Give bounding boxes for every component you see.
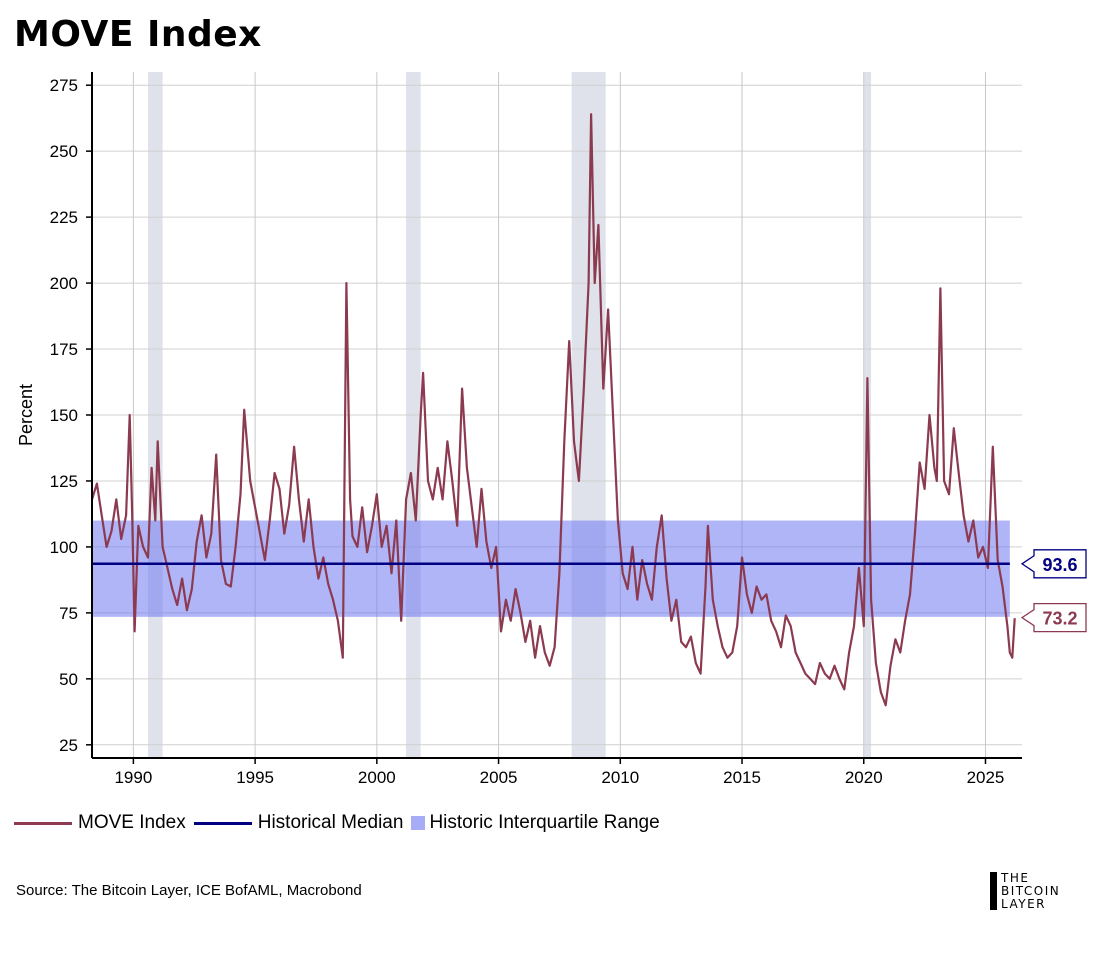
legend-swatch-interquartile-range <box>411 816 426 830</box>
legend-item-move-index: MOVE Index <box>14 812 186 834</box>
logo-text: THE BITCOIN LAYER <box>1001 872 1060 911</box>
y-tick-label-275: 275 <box>50 76 78 95</box>
x-tick-label-2010: 2010 <box>601 768 639 787</box>
y-tick-label-100: 100 <box>50 538 78 557</box>
legend-swatch-historical-median <box>193 821 252 825</box>
bitcoin-layer-logo: THE BITCOIN LAYER <box>990 872 1060 911</box>
latest-callout-label: 73.2 <box>1042 609 1077 629</box>
logo-line-3: LAYER <box>1001 897 1046 911</box>
move-index-chart: 25 50 75 100 125 150 175 200 225 250 275 1990 1995 20… <box>16 72 1087 787</box>
logo-line-1: THE <box>1001 871 1030 885</box>
x-tick-label-2025: 2025 <box>967 768 1005 787</box>
legend-label-move-index: MOVE Index <box>78 812 186 833</box>
y-tick-label-250: 250 <box>50 142 78 161</box>
median-callout-box <box>1020 549 1087 579</box>
legend-item-historical-median: Historical Median <box>193 812 404 834</box>
legend-label-historical-median: Historical Median <box>257 812 404 833</box>
x-tick-label-1990: 1990 <box>114 768 152 787</box>
chart-title: MOVE Index <box>14 14 262 55</box>
y-axis-label: Percent <box>16 384 36 446</box>
y-tick-label-150: 150 <box>50 406 78 425</box>
x-tick-label-2020: 2020 <box>845 768 883 787</box>
x-tick-label-2015: 2015 <box>723 768 761 787</box>
x-tick-label-1995: 1995 <box>236 768 274 787</box>
logo-line-2: BITCOIN <box>1001 884 1061 898</box>
x-tick-label-2005: 2005 <box>480 768 518 787</box>
y-tick-label-25: 25 <box>59 736 78 755</box>
median-callout-label: 93.6 <box>1042 555 1077 575</box>
x-tick-label-2000: 2000 <box>358 768 396 787</box>
latest-callout-box <box>1020 602 1087 633</box>
y-tick-label-175: 175 <box>50 340 78 359</box>
legend-swatch-move-index <box>14 821 72 825</box>
legend-label-interquartile-range: Historic Interquartile Range <box>429 812 660 833</box>
logo-bar <box>990 872 997 910</box>
move-index-line <box>90 113 1016 707</box>
y-tick-label-75: 75 <box>59 604 78 623</box>
y-tick-label-125: 125 <box>50 472 78 491</box>
source-note: Source: The Bitcoin Layer, ICE BofAML, M… <box>16 882 362 899</box>
chart-legend: MOVE Index Historical Median Historic In… <box>14 812 668 834</box>
y-tick-label-50: 50 <box>59 670 78 689</box>
legend-item-interquartile-range: Historic Interquartile Range <box>411 812 660 834</box>
y-tick-label-225: 225 <box>50 208 78 227</box>
y-tick-label-200: 200 <box>50 274 78 293</box>
